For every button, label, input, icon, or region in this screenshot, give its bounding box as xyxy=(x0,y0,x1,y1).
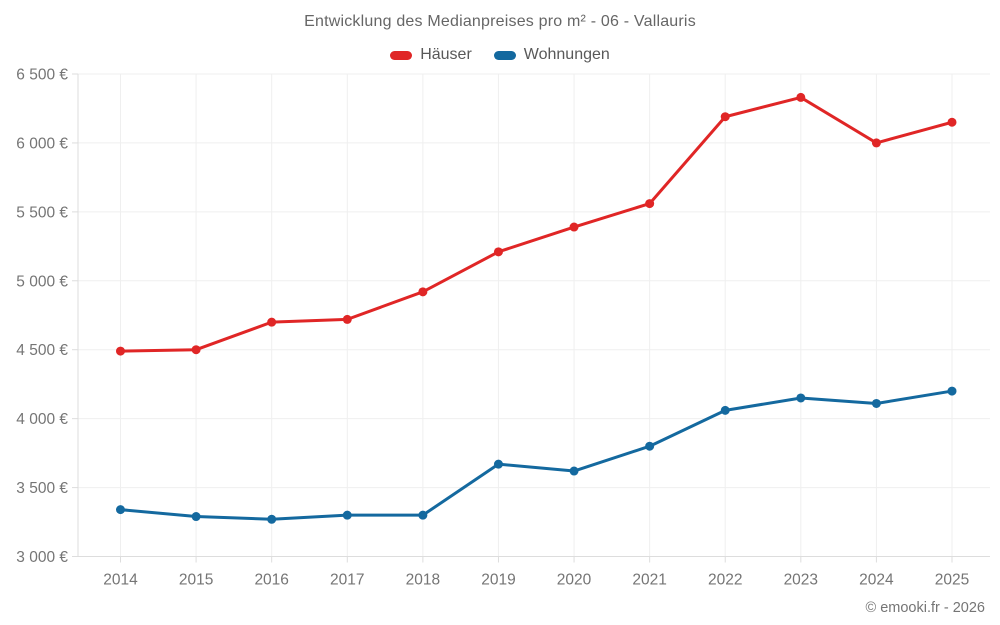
x-tick-label: 2014 xyxy=(103,572,138,589)
data-point-wohnungen-2024[interactable] xyxy=(871,398,881,408)
y-tick-label: 3 000 € xyxy=(16,549,68,566)
x-tick-label: 2020 xyxy=(557,572,592,589)
y-tick-label: 3 500 € xyxy=(16,480,68,497)
data-point-hauser-2015[interactable] xyxy=(191,345,201,355)
legend-item-haeuser[interactable]: Häuser xyxy=(390,46,472,64)
data-point-wohnungen-2022[interactable] xyxy=(720,405,730,415)
chart-legend: Häuser Wohnungen xyxy=(0,46,1000,64)
data-point-hauser-2019[interactable] xyxy=(493,247,503,257)
x-tick-label: 2025 xyxy=(935,572,969,589)
x-tick-label: 2024 xyxy=(859,572,894,589)
data-point-wohnungen-2016[interactable] xyxy=(267,514,277,524)
data-point-wohnungen-2020[interactable] xyxy=(569,466,579,476)
data-point-hauser-2022[interactable] xyxy=(720,112,730,122)
data-point-hauser-2024[interactable] xyxy=(871,138,881,148)
data-point-hauser-2014[interactable] xyxy=(116,346,125,356)
x-tick-label: 2019 xyxy=(481,572,515,589)
data-point-wohnungen-2023[interactable] xyxy=(796,393,806,403)
data-point-hauser-2025[interactable] xyxy=(947,117,957,127)
x-tick-label: 2017 xyxy=(330,572,364,589)
x-tick-label: 2023 xyxy=(784,572,818,589)
legend-swatch-wohnungen-icon xyxy=(493,50,516,60)
data-point-wohnungen-2017[interactable] xyxy=(342,510,352,520)
data-point-wohnungen-2015[interactable] xyxy=(191,512,201,522)
data-point-wohnungen-2018[interactable] xyxy=(418,510,428,520)
data-point-hauser-2017[interactable] xyxy=(342,314,352,324)
x-tick-label: 2016 xyxy=(254,572,288,589)
data-point-hauser-2016[interactable] xyxy=(267,317,277,327)
y-tick-label: 5 000 € xyxy=(16,273,68,290)
series-line-hauser xyxy=(119,95,954,353)
data-point-wohnungen-2019[interactable] xyxy=(493,459,503,469)
x-tick-label: 2015 xyxy=(179,572,213,589)
x-tick-label: 2021 xyxy=(632,572,666,589)
data-point-hauser-2020[interactable] xyxy=(569,222,579,232)
legend-item-wohnungen[interactable]: Wohnungen xyxy=(493,46,610,64)
y-tick-label: 5 500 € xyxy=(16,204,68,221)
x-tick-label: 2022 xyxy=(708,572,742,589)
x-tick-label: 2018 xyxy=(406,572,440,589)
y-tick-label: 6 500 € xyxy=(16,67,68,84)
chart-title: Entwicklung des Medianpreises pro m² - 0… xyxy=(304,13,696,30)
data-point-wohnungen-2021[interactable] xyxy=(645,441,655,451)
legend-label-haeuser: Häuser xyxy=(420,46,472,63)
data-point-hauser-2021[interactable] xyxy=(645,199,655,209)
legend-swatch-haeuser-icon xyxy=(390,50,413,60)
y-tick-label: 4 500 € xyxy=(16,342,68,359)
copyright-footer: © emooki.fr - 2026 xyxy=(865,600,985,616)
data-point-wohnungen-2014[interactable] xyxy=(116,505,125,515)
y-tick-label: 6 000 € xyxy=(16,135,68,152)
legend-label-wohnungen: Wohnungen xyxy=(523,46,610,63)
y-tick-label: 4 000 € xyxy=(16,411,68,428)
data-point-hauser-2023[interactable] xyxy=(796,92,806,102)
data-point-wohnungen-2025[interactable] xyxy=(947,386,957,396)
data-point-hauser-2018[interactable] xyxy=(418,287,428,297)
series-line-wohnungen xyxy=(119,389,954,521)
